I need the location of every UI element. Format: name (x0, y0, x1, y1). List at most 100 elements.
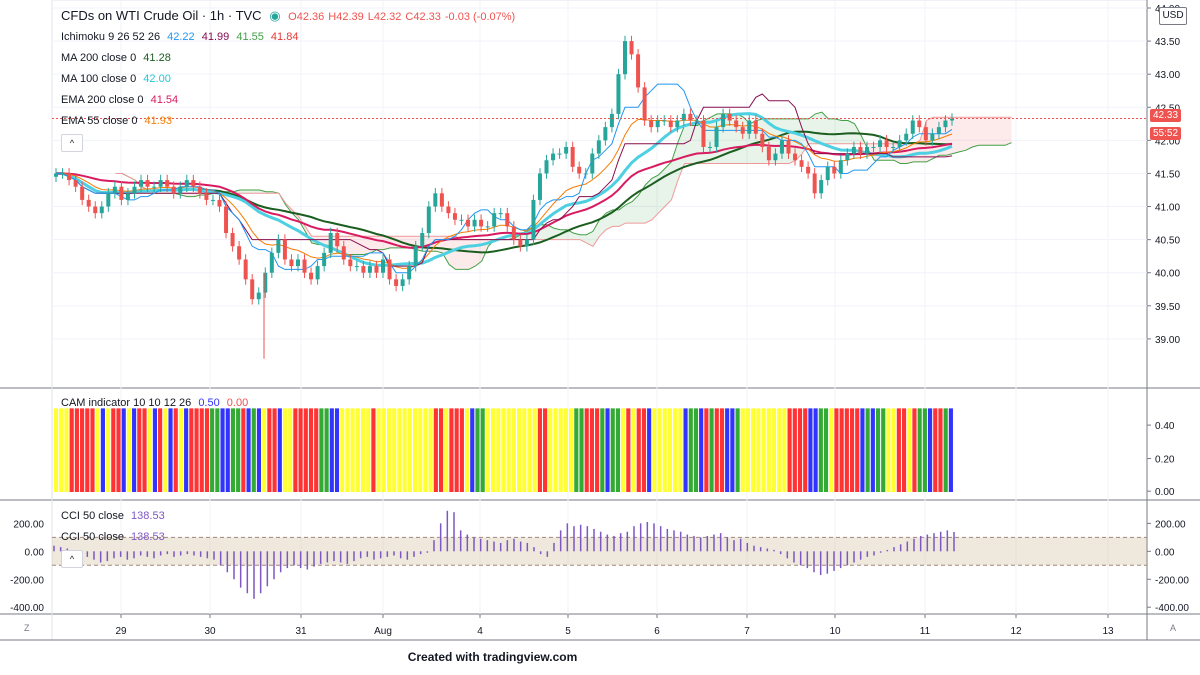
ichimoku-cloud-segment (991, 117, 999, 146)
auto-scale-button[interactable]: A (1170, 623, 1177, 633)
ema55-value: 41.93 (144, 115, 173, 127)
cam-bar (126, 408, 131, 492)
candle-body (943, 120, 948, 128)
cam-bar (740, 408, 745, 492)
legend-ma200[interactable]: MA 200 close 0 41.28 (61, 51, 175, 65)
cam-bar (563, 408, 568, 492)
cam-bar (204, 408, 210, 492)
cam-bar (719, 408, 725, 492)
candle-body (871, 146, 876, 148)
candle-body (433, 193, 438, 207)
candle-body (132, 186, 137, 194)
legend-ichimoku[interactable]: Ichimoku 9 26 52 26 42.22 41.99 41.55 41… (61, 30, 302, 44)
timezone-button[interactable]: Z (24, 623, 30, 633)
cam-bar (870, 408, 875, 492)
cam-bar (158, 408, 163, 492)
cam-bar (860, 408, 865, 492)
cam-bar (360, 408, 366, 492)
candle-body (165, 180, 170, 187)
cam-bar (371, 408, 376, 492)
cam-bar (490, 408, 496, 492)
main-y-tick-label: 42.50 (1155, 103, 1180, 114)
legend-collapse-button[interactable]: ^ (61, 134, 83, 152)
candle-body (230, 233, 235, 247)
cam-bar (751, 408, 756, 492)
candle-body (819, 180, 824, 194)
ema200-line (56, 142, 953, 249)
x-tick-label: 7 (744, 626, 750, 637)
candle-body (622, 41, 627, 75)
candle-body (86, 199, 91, 207)
legend-cam[interactable]: CAM indicator 10 10 12 26 0.50 0.00 (61, 396, 252, 410)
cam-bar (948, 408, 953, 492)
cam-bar (652, 408, 657, 492)
candle-body (394, 279, 399, 286)
cam-bar (678, 408, 683, 492)
candle-body (812, 173, 817, 194)
ohlc-low: L42.32 (367, 11, 402, 23)
ichimoku-value-3: 41.55 (236, 31, 264, 43)
ichimoku-cloud-segment (651, 175, 659, 220)
legend-cci-1[interactable]: CCI 50 close 138.53 (61, 509, 169, 523)
cam-bar (407, 408, 412, 492)
candle-body (178, 186, 183, 194)
main-y-tick-label: 42.00 (1155, 136, 1180, 147)
legend-ema200[interactable]: EMA 200 close 0 41.54 (61, 93, 182, 107)
cam-bar (823, 408, 829, 492)
cam-bar (844, 408, 849, 492)
ichimoku-cloud-segment (612, 209, 620, 227)
candle-body (570, 146, 575, 167)
cam-bar (251, 408, 256, 492)
cci-y-tick-label-right: -400.00 (1155, 603, 1189, 614)
cam-bar (288, 408, 293, 492)
ichimoku-cloud-segment (252, 190, 260, 194)
candle-body (341, 246, 346, 260)
legend-ema55[interactable]: EMA 55 close 0 41.93 (61, 114, 176, 128)
cam-bar (397, 408, 402, 492)
legend-cci-2[interactable]: CCI 50 close 138.53 (61, 530, 169, 544)
ichimoku-span-b-line (115, 116, 1012, 247)
ichimoku-cloud-segment (239, 190, 247, 194)
cam-bar (813, 408, 818, 492)
candle-body (354, 266, 359, 268)
cam-bar (886, 408, 891, 492)
candle-body (381, 259, 386, 273)
cci-collapse-button[interactable]: ^ (61, 550, 83, 568)
candle-body (152, 186, 157, 188)
candle-body (119, 186, 124, 200)
cam-bar (553, 408, 558, 492)
candle-body (459, 219, 464, 221)
cam-bar (225, 408, 230, 492)
cam-bar (548, 408, 553, 492)
cam-bar (693, 408, 699, 492)
cam-bar (532, 408, 537, 492)
candle-body (243, 259, 248, 280)
candle-body (328, 233, 333, 253)
cam-bar (517, 408, 522, 492)
candle-body (727, 113, 732, 121)
cam-bar (308, 408, 314, 492)
cam-bar (569, 408, 574, 492)
legend-ma100[interactable]: MA 100 close 0 42.00 (61, 72, 175, 86)
cam-bar (277, 408, 282, 492)
candle-body (60, 173, 65, 175)
cam-bar (901, 408, 907, 492)
cam-bar (215, 408, 220, 492)
cam-bar (184, 408, 189, 492)
symbol-title[interactable]: CFDs on WTI Crude Oil · 1h · TVC (61, 8, 262, 23)
cam-bar (647, 408, 652, 492)
main-y-tick-label: 39.50 (1155, 302, 1180, 313)
currency-button[interactable]: USD (1159, 7, 1187, 25)
cam-bar (241, 408, 246, 492)
cam-bar (667, 408, 673, 492)
ma100-label: MA 100 close 0 (61, 73, 137, 85)
x-tick-label: 10 (829, 626, 841, 637)
cam-bar (345, 408, 350, 492)
cam-bar (80, 408, 85, 492)
cam-bar (168, 408, 173, 492)
candle-body (374, 266, 379, 273)
candle-body (721, 113, 726, 128)
ichimoku-cloud-segment (547, 224, 554, 240)
ichimoku-cloud-segment (364, 236, 371, 255)
candle-body (295, 259, 300, 267)
